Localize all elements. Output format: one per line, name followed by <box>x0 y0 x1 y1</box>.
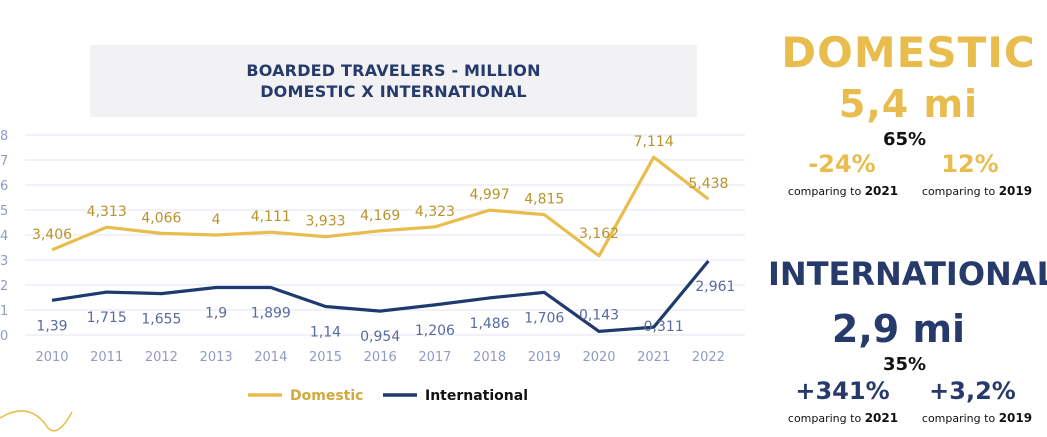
x-tick-label: 2010 <box>35 350 68 365</box>
decorative-swoosh <box>0 410 73 432</box>
international-change-2019: +3,2% <box>929 377 1016 405</box>
international-change-2021: +341% <box>795 377 890 405</box>
international-caption-2021: comparing to 2021 <box>787 411 899 425</box>
data-label-domestic: 7,114 <box>634 134 674 150</box>
data-label-international: 1,715 <box>87 310 127 326</box>
domestic-change-2019: 12% <box>941 150 999 178</box>
domestic-caption-2019: comparing to 2019 <box>921 184 1033 198</box>
domestic-heading: DOMESTIC <box>781 28 1036 77</box>
domestic-change-2021: -24% <box>808 150 876 178</box>
summary-panel: DOMESTIC 5,4 mi 65% -24% 12% comparing t… <box>768 0 1047 437</box>
x-tick-label: 2021 <box>637 350 670 365</box>
data-label-domestic: 4,323 <box>415 204 455 220</box>
y-tick-label: 2 <box>0 279 8 294</box>
series-line-domestic <box>51 155 710 258</box>
chart-title: BOARDED TRAVELERS - MILLION <box>246 61 541 80</box>
data-label-international: 2,961 <box>695 279 735 295</box>
x-tick-label: 2018 <box>473 350 506 365</box>
data-label-international: 1,14 <box>310 325 341 341</box>
line-chart: 0 1 2 3 4 5 6 7 8 2010 2011 2012 2013 2014 2015 2016 201… <box>0 129 745 432</box>
x-tick-label: 2020 <box>582 350 615 365</box>
data-label-domestic: 3,933 <box>305 214 345 230</box>
data-label-domestic: 5,438 <box>688 176 728 192</box>
data-label-international: 0,143 <box>579 307 619 323</box>
x-tick-label: 2013 <box>200 350 233 365</box>
data-label-domestic: 4,815 <box>524 192 564 208</box>
x-tick-label: 2011 <box>90 350 123 365</box>
data-label-domestic: 4,997 <box>470 187 510 203</box>
international-share: 35% <box>882 354 927 375</box>
data-label-domestic: 4,169 <box>360 208 400 224</box>
x-tick-label: 2012 <box>145 350 178 365</box>
data-label-domestic: 4,066 <box>141 210 181 226</box>
y-tick-label: 1 <box>0 304 8 319</box>
x-tick-label: 2017 <box>418 350 451 365</box>
data-label-domestic: 4,313 <box>87 204 127 220</box>
y-tick-label: 3 <box>0 254 8 269</box>
x-tick-label: 2022 <box>692 350 725 365</box>
legend-label-international: International <box>425 388 528 404</box>
x-tick-label: 2016 <box>364 350 397 365</box>
data-label-international: 1,206 <box>415 323 455 339</box>
data-label-international: 1,9 <box>205 306 227 322</box>
international-heading: INTERNATIONAL <box>768 255 1047 293</box>
data-label-international: 0,311 <box>644 319 684 335</box>
x-tick-label: 2019 <box>528 350 561 365</box>
y-tick-label: 8 <box>0 129 8 144</box>
data-label-domestic: 3,162 <box>579 226 619 242</box>
y-tick-label: 0 <box>0 329 8 344</box>
y-tick-label: 6 <box>0 179 8 194</box>
chart-subtitle: DOMESTIC X INTERNATIONAL <box>260 82 527 101</box>
data-label-domestic: 4,111 <box>251 209 291 225</box>
series-line-international <box>51 259 710 333</box>
data-label-international: 1,39 <box>36 318 67 334</box>
domestic-share: 65% <box>882 129 927 150</box>
data-label-domestic: 3,406 <box>32 227 72 243</box>
chart-title-box: BOARDED TRAVELERS - MILLION DOMESTIC X I… <box>90 45 697 117</box>
x-tick-label: 2015 <box>309 350 342 365</box>
data-label-international: 1,486 <box>470 316 510 332</box>
data-label-international: 1,655 <box>141 312 181 328</box>
data-label-domestic: 4 <box>212 212 221 228</box>
data-label-international: 1,899 <box>251 306 291 322</box>
y-tick-label: 7 <box>0 154 8 169</box>
domestic-caption-2021: comparing to 2021 <box>787 184 899 198</box>
domestic-total: 5,4 mi <box>838 82 979 126</box>
international-total: 2,9 mi <box>831 307 966 351</box>
x-tick-label: 2014 <box>254 350 287 365</box>
data-label-international: 0,954 <box>360 329 400 345</box>
y-tick-label: 5 <box>0 204 8 219</box>
data-label-international: 1,706 <box>524 310 564 326</box>
legend-label-domestic: Domestic <box>290 388 363 404</box>
international-caption-2019: comparing to 2019 <box>921 411 1033 425</box>
y-tick-label: 4 <box>0 229 8 244</box>
